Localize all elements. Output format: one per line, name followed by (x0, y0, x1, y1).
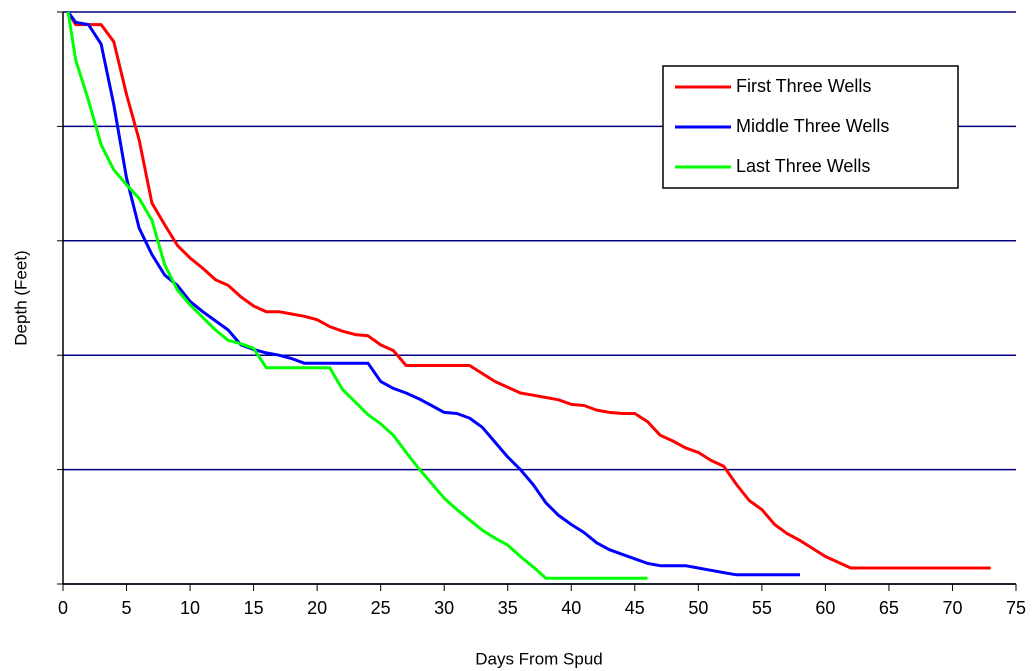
x-tick-label: 10 (180, 598, 200, 618)
x-tick-label: 20 (307, 598, 327, 618)
series-line (66, 11, 648, 580)
x-tick-label: 25 (371, 598, 391, 618)
x-tick-label: 55 (752, 598, 772, 618)
x-tick-label: 5 (122, 598, 132, 618)
legend-label: First Three Wells (736, 76, 871, 96)
legend-label: Middle Three Wells (736, 116, 889, 136)
x-tick-label: 70 (942, 598, 962, 618)
x-tick-label: 35 (498, 598, 518, 618)
x-tick-label: 60 (815, 598, 835, 618)
series-line (66, 11, 800, 577)
legend-label: Last Three Wells (736, 156, 870, 176)
y-axis-label: Depth (Feet) (11, 250, 30, 345)
x-tick-label: 40 (561, 598, 581, 618)
x-tick-label: 30 (434, 598, 454, 618)
x-tick-label: 75 (1006, 598, 1026, 618)
x-tick-label: 45 (625, 598, 645, 618)
x-tick-label: 65 (879, 598, 899, 618)
x-axis-label: Days From Spud (475, 649, 603, 668)
series-line (66, 11, 991, 570)
x-tick-label: 0 (58, 598, 68, 618)
x-tick-label: 50 (688, 598, 708, 618)
x-tick-label: 15 (244, 598, 264, 618)
